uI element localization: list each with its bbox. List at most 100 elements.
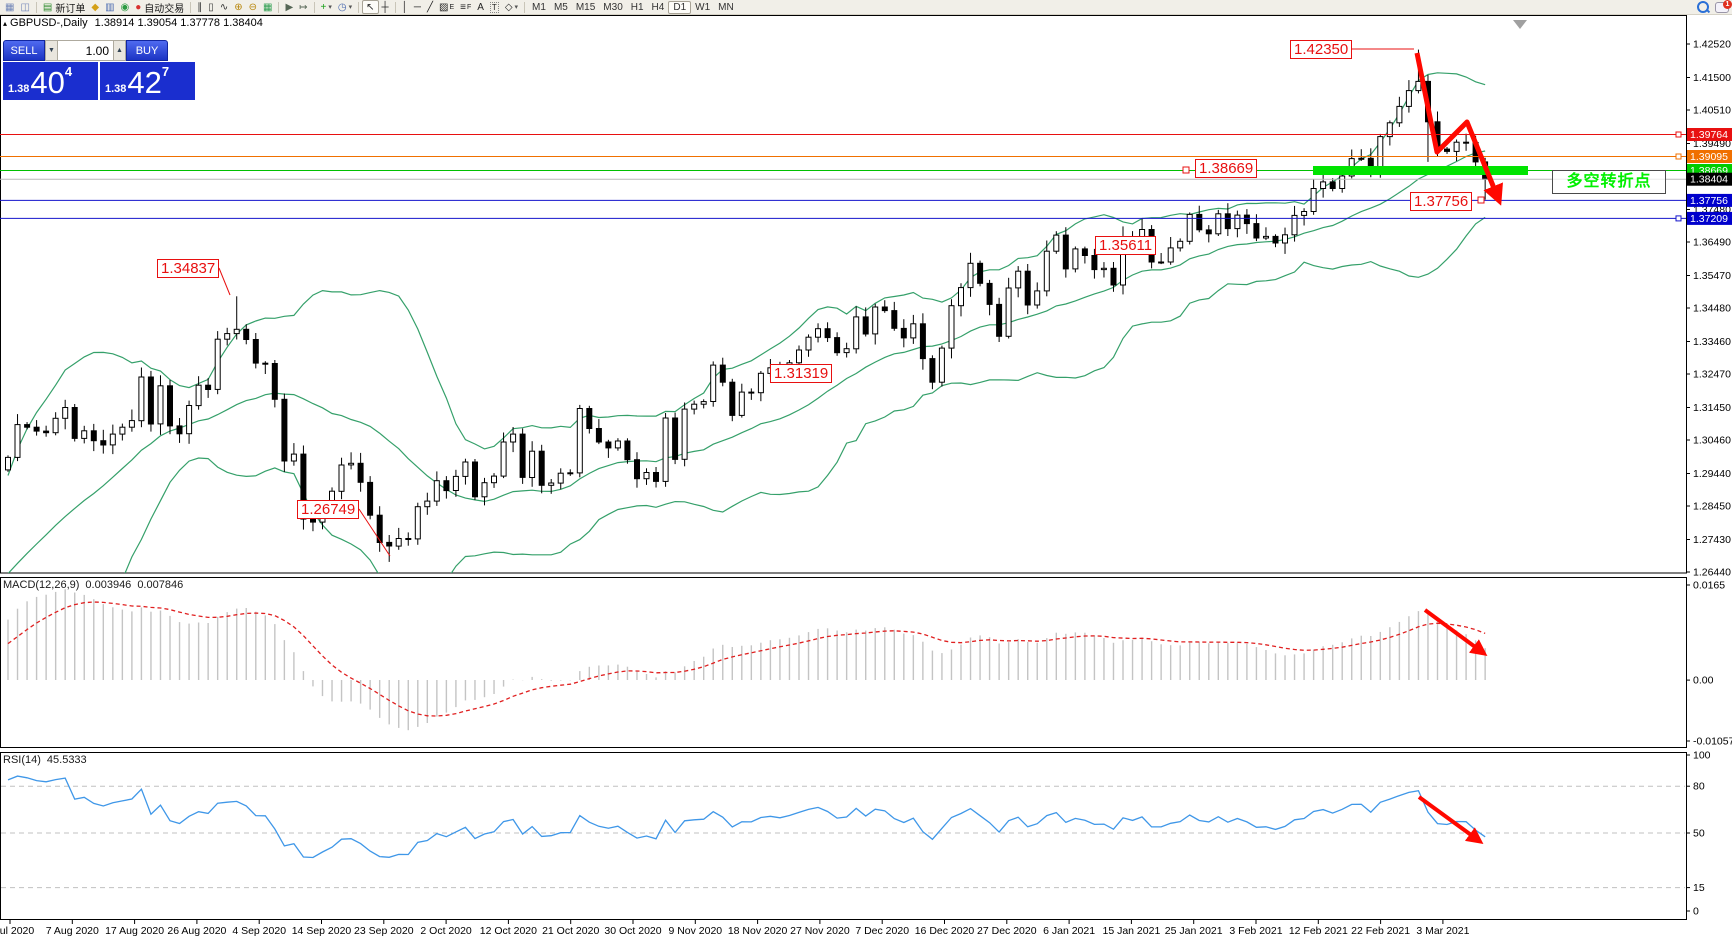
toolbar-separator — [524, 1, 526, 13]
chart-window-icon[interactable]: ▦ — [2, 1, 17, 14]
svg-text:14 Sep 2020: 14 Sep 2020 — [292, 925, 352, 937]
chart-shift-icon[interactable]: ↦ — [296, 1, 310, 14]
bar-chart-icon[interactable]: ∥ — [194, 1, 205, 14]
timeframe-button-m15[interactable]: M15 — [575, 1, 596, 13]
rsi-indicator — [1, 775, 1685, 889]
svg-text:25 Jan 2021: 25 Jan 2021 — [1165, 925, 1223, 937]
svg-text:1.40510: 1.40510 — [1693, 105, 1731, 117]
hline-marker[interactable] — [1675, 131, 1682, 138]
rsi-label: RSI(14) 45.5333 — [3, 754, 93, 766]
timeframe-button-d1[interactable]: D1 — [668, 0, 692, 14]
bollinger-bands — [7, 72, 1486, 573]
main-downtrend-arrow[interactable] — [1414, 52, 1503, 206]
symbol-ohlc-values: 1.38914 1.39054 1.37778 1.38404 — [94, 17, 263, 29]
horizontal-line-icon: ─ — [413, 1, 421, 13]
volume-increase-button[interactable]: ▲ — [113, 40, 126, 61]
sell-price-box[interactable]: 1.38 40 4 — [3, 62, 98, 100]
fibonacci-icon[interactable]: ≡ F — [457, 1, 474, 14]
price-callout-1.37756[interactable]: 1.37756 — [1410, 192, 1473, 211]
price-callout-1.26749[interactable]: 1.26749 — [297, 500, 360, 519]
autoscroll-icon: ▶ — [285, 1, 294, 13]
periods-icon[interactable]: ◷ ▾ — [335, 1, 355, 14]
svg-text:16 Dec 2020: 16 Dec 2020 — [915, 925, 975, 937]
svg-text:2 Oct 2020: 2 Oct 2020 — [420, 925, 472, 937]
macd-signal-value: 0.007846 — [137, 579, 184, 591]
sell-price-big: 40 — [30, 65, 65, 100]
price-callout-1.31319[interactable]: 1.31319 — [770, 364, 833, 383]
new-order-icon[interactable]: ▤ 新订单 — [40, 1, 88, 15]
indicators-icon-dropdown[interactable]: ▾ — [328, 4, 332, 11]
cursor-icon[interactable]: ↖ — [362, 0, 379, 14]
macd-down-arrow[interactable] — [1423, 608, 1488, 656]
price-axis[interactable]: 1.425201.415001.405101.394901.374801.364… — [1686, 39, 1732, 918]
sell-button[interactable]: SELL — [3, 40, 45, 61]
toolbar-separator — [278, 1, 280, 13]
line-chart-icon[interactable]: ∿ — [217, 1, 231, 14]
volume-input[interactable] — [58, 40, 113, 61]
price-callout-1.38669[interactable]: 1.38669 — [1195, 159, 1258, 178]
svg-text:26 Aug 2020: 26 Aug 2020 — [167, 925, 226, 937]
svg-text:1.42520: 1.42520 — [1693, 39, 1731, 51]
autotrading-icon: ● — [135, 1, 142, 13]
autotrading-icon[interactable]: ● 自动交易 — [132, 1, 187, 15]
data-window-icon[interactable]: ◫ — [17, 1, 32, 14]
support-band[interactable] — [1313, 166, 1528, 175]
zoom-in-icon[interactable]: ⊕ — [231, 1, 245, 14]
oneclick-collapse-icon[interactable]: ▴ — [3, 19, 8, 28]
buy-price-prefix: 1.38 — [105, 83, 127, 95]
timeframe-button-h4[interactable]: H4 — [651, 1, 665, 13]
notification-icon: 1 — [1715, 0, 1732, 13]
timeframe-button-m30[interactable]: M30 — [603, 1, 623, 13]
timeframe-button-h1[interactable]: H1 — [630, 1, 644, 13]
svg-text:3 Feb 2021: 3 Feb 2021 — [1229, 925, 1282, 937]
price-callout-1.42350[interactable]: 1.42350 — [1290, 40, 1353, 59]
svg-text:22 Feb 2021: 22 Feb 2021 — [1351, 925, 1410, 937]
notification-icon[interactable]: 1 — [1712, 0, 1732, 14]
timeframe-button-m1[interactable]: M1 — [532, 1, 546, 13]
svg-text:23 Sep 2020: 23 Sep 2020 — [354, 925, 414, 937]
crosshair-icon[interactable]: ┼ — [379, 1, 392, 14]
periods-icon-dropdown[interactable]: ▾ — [348, 4, 353, 11]
bb-middle-band — [7, 150, 1486, 573]
vertical-line-icon[interactable]: │ — [399, 1, 411, 14]
text-icon[interactable]: A — [474, 1, 487, 14]
buy-price-box[interactable]: 1.38 42 7 — [100, 62, 195, 100]
timeframe-button-mn[interactable]: MN — [718, 1, 734, 13]
horizontal-line-icon[interactable]: ─ — [411, 1, 424, 14]
metaeditor-icon[interactable]: ◆ — [88, 1, 102, 14]
toolbar-separator — [358, 1, 360, 13]
buy-price-pip: 7 — [161, 64, 170, 79]
fibonacci-icon: ≡ — [460, 1, 466, 13]
community-icon[interactable]: ◉ — [118, 1, 133, 14]
candlestick-icon: ▯ — [208, 1, 214, 13]
buy-button[interactable]: BUY — [126, 40, 168, 61]
price-callout-1.34837[interactable]: 1.34837 — [157, 259, 220, 278]
arrows-icon-dropdown[interactable]: ▾ — [514, 4, 519, 11]
tile-windows-icon[interactable]: ▦ — [260, 1, 275, 14]
trendline-icon: ╱ — [426, 1, 433, 13]
arrows-icon[interactable]: ◇ ▾ — [502, 1, 521, 14]
trendline-icon[interactable]: ╱ — [424, 1, 436, 14]
indicators-icon[interactable]: + ▾ — [318, 1, 335, 14]
price-callout-1.35611[interactable]: 1.35611 — [1095, 236, 1157, 255]
zoom-out-icon[interactable]: ⊖ — [246, 1, 260, 14]
autoscroll-icon[interactable]: ▶ — [282, 1, 296, 14]
turning-point-annotation[interactable]: 多空转折点 — [1552, 170, 1666, 194]
equidistant-channel-icon[interactable]: ▨ E — [436, 1, 457, 14]
hline-marker[interactable] — [1675, 215, 1682, 222]
timeframe-button-m5[interactable]: M5 — [553, 1, 568, 13]
text-label-icon: T — [489, 1, 499, 13]
terminal-icon[interactable]: ▥ — [102, 1, 117, 14]
text-label-icon[interactable]: T — [487, 1, 502, 14]
rsi-down-arrow[interactable] — [1417, 795, 1484, 844]
equidistant-channel-icon: ▨ — [439, 1, 449, 13]
candlestick-icon[interactable]: ▯ — [205, 1, 217, 14]
search-icon[interactable] — [1694, 1, 1712, 14]
timeframe-button-w1[interactable]: W1 — [695, 1, 711, 13]
new-order-icon: ▤ — [42, 1, 53, 13]
volume-decrease-button[interactable]: ▼ — [45, 40, 58, 61]
hline-marker[interactable] — [1675, 153, 1682, 160]
